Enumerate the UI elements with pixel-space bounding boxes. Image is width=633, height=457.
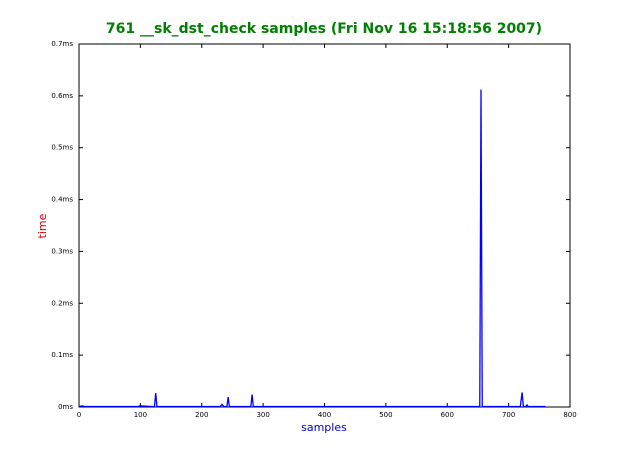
y-tick-label: 0ms bbox=[58, 403, 73, 411]
x-tick-label: 200 bbox=[195, 411, 208, 419]
x-tick-label: 100 bbox=[134, 411, 147, 419]
x-tick-label: 300 bbox=[256, 411, 269, 419]
x-tick-label: 600 bbox=[441, 411, 454, 419]
line-series bbox=[78, 89, 546, 408]
x-axis-label: samples bbox=[301, 421, 347, 434]
y-tick-label: 0.6ms bbox=[51, 92, 73, 100]
y-tick-label: 0.4ms bbox=[51, 196, 73, 204]
x-tick-label: 800 bbox=[563, 411, 576, 419]
y-axis-label: time bbox=[36, 213, 49, 238]
plot-frame bbox=[78, 43, 571, 408]
x-tick-label: 700 bbox=[502, 411, 515, 419]
x-tick-label: 0 bbox=[77, 411, 81, 419]
y-tick-label: 0.7ms bbox=[51, 40, 73, 48]
y-tick-label: 0.2ms bbox=[51, 299, 73, 307]
y-tick-label: 0.5ms bbox=[51, 144, 73, 152]
y-tick-label: 0.1ms bbox=[51, 351, 73, 359]
y-tick-label: 0.3ms bbox=[51, 247, 73, 255]
x-tick-label: 500 bbox=[379, 411, 392, 419]
x-tick-label: 400 bbox=[318, 411, 331, 419]
chart-title: 761 __sk_dst_check samples (Fri Nov 16 1… bbox=[106, 21, 542, 37]
